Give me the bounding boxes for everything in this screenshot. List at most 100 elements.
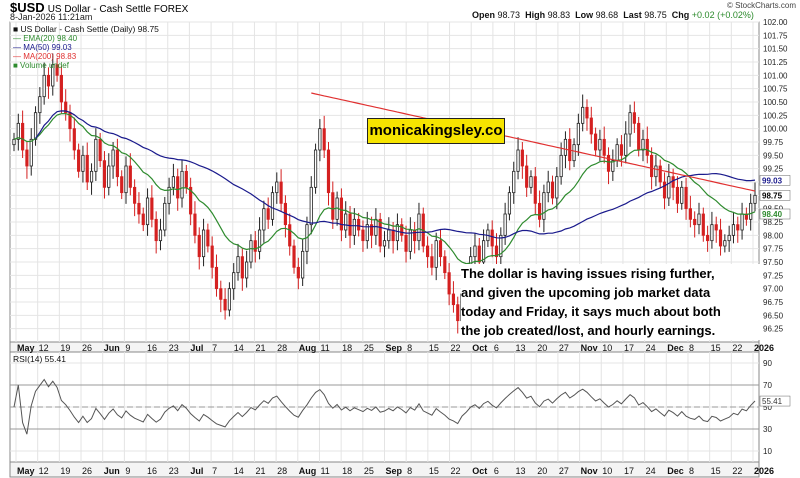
x-tick-label: 11 bbox=[320, 466, 329, 476]
candle bbox=[29, 138, 33, 167]
candle bbox=[494, 245, 499, 258]
x-tick-label: 8 bbox=[407, 343, 412, 353]
x-tick-label: 13 bbox=[516, 466, 526, 476]
x-tick-label: 2026 bbox=[754, 466, 774, 476]
x-tick-label: 28 bbox=[277, 343, 287, 353]
x-tick-label: Sep bbox=[386, 343, 403, 353]
candle bbox=[563, 138, 568, 156]
x-tick-label: 19 bbox=[60, 343, 70, 353]
x-tick-label: 8 bbox=[407, 466, 412, 476]
candle bbox=[369, 224, 374, 236]
x-tick-label: 18 bbox=[342, 343, 352, 353]
note-line: today and Friday, it says much about bot… bbox=[461, 304, 721, 319]
candle bbox=[352, 218, 356, 236]
x-tick-label: 15 bbox=[711, 343, 721, 353]
y-tick-label: 100.25 bbox=[763, 111, 788, 120]
candle bbox=[473, 245, 477, 258]
candle bbox=[331, 192, 335, 220]
x-tick-label: Nov bbox=[581, 466, 598, 476]
candle bbox=[525, 165, 529, 188]
candle bbox=[232, 272, 236, 290]
x-tick-label: 21 bbox=[255, 466, 265, 476]
x-tick-label: 18 bbox=[342, 466, 352, 476]
candle bbox=[262, 208, 266, 231]
candle bbox=[257, 229, 262, 252]
candle bbox=[632, 112, 636, 124]
timestamp: 8-Jan-2026 11:21am bbox=[10, 12, 93, 22]
y-tick-label: 97.00 bbox=[763, 285, 784, 294]
candle bbox=[81, 154, 85, 172]
candle bbox=[154, 218, 158, 242]
x-tick-label: Oct bbox=[472, 343, 487, 353]
x-tick-label: 21 bbox=[255, 343, 265, 353]
candle bbox=[111, 149, 115, 167]
candle bbox=[210, 245, 214, 268]
x-tick-label: 24 bbox=[646, 466, 656, 476]
legend-ma200: — MA(200) 98.83 bbox=[13, 52, 77, 61]
ohlc-readout: Open 98.73 High 98.83 Low 98.68 Last 98.… bbox=[472, 10, 754, 20]
candle bbox=[219, 288, 223, 300]
candle bbox=[701, 213, 705, 236]
y-tick-label: 99.50 bbox=[763, 151, 784, 160]
candle bbox=[641, 138, 645, 151]
candle bbox=[227, 288, 231, 311]
x-tick-label: 7 bbox=[212, 466, 217, 476]
candle bbox=[288, 224, 292, 247]
x-tick-label: 26 bbox=[82, 466, 92, 476]
x-tick-label: 25 bbox=[364, 343, 374, 353]
candle bbox=[38, 96, 42, 114]
candle bbox=[25, 149, 29, 167]
candle bbox=[55, 64, 59, 76]
candle bbox=[706, 234, 710, 242]
candle bbox=[94, 138, 98, 172]
candle bbox=[662, 181, 667, 199]
x-tick-label: 26 bbox=[82, 343, 92, 353]
candle bbox=[201, 229, 206, 258]
x-tick-label: Sep bbox=[386, 466, 403, 476]
candle bbox=[619, 144, 624, 156]
candle bbox=[236, 256, 240, 274]
candle bbox=[249, 240, 253, 263]
candle bbox=[270, 192, 275, 220]
candle bbox=[710, 224, 714, 242]
x-tick-label: 27 bbox=[559, 466, 569, 476]
note-line: The dollar is having issues rising furth… bbox=[461, 266, 715, 281]
candle bbox=[348, 213, 352, 236]
x-tick-label: Nov bbox=[581, 343, 598, 353]
candle bbox=[102, 160, 107, 188]
legend-volume: ■ Volume undef bbox=[13, 61, 70, 70]
y-tick-label: 101.00 bbox=[763, 71, 788, 80]
candle bbox=[176, 176, 180, 199]
credit: © StockCharts.com bbox=[726, 1, 796, 10]
candle bbox=[576, 122, 580, 146]
y-tick-label: 98.25 bbox=[763, 218, 784, 227]
candle bbox=[395, 224, 400, 242]
candle bbox=[64, 101, 68, 114]
symbol-title: $USD US Dollar - Cash Settle FOREX bbox=[10, 0, 189, 15]
candle bbox=[167, 186, 171, 204]
candle bbox=[559, 154, 563, 178]
x-tick-label: 16 bbox=[147, 466, 157, 476]
candle bbox=[546, 181, 550, 194]
x-tick-label: 22 bbox=[451, 466, 461, 476]
x-tick-label: 14 bbox=[234, 343, 244, 353]
value-tag-label: 55.41 bbox=[762, 397, 783, 406]
candle bbox=[344, 213, 348, 231]
y-tick-label: 101.75 bbox=[763, 31, 788, 40]
candle bbox=[753, 194, 757, 204]
candle bbox=[42, 74, 46, 98]
candle bbox=[206, 229, 210, 247]
candle bbox=[180, 170, 184, 199]
candle bbox=[499, 234, 503, 258]
x-tick-label: Aug bbox=[299, 343, 317, 353]
rsi-line bbox=[13, 378, 756, 435]
x-tick-label: Jul bbox=[190, 466, 203, 476]
candle bbox=[594, 133, 598, 151]
value-tag bbox=[759, 175, 791, 186]
rsi-tick-label: 90 bbox=[763, 359, 772, 368]
candle bbox=[361, 229, 365, 242]
candle bbox=[292, 245, 296, 268]
candle bbox=[598, 138, 602, 151]
candle bbox=[408, 229, 412, 252]
x-tick-label: Jun bbox=[104, 466, 120, 476]
